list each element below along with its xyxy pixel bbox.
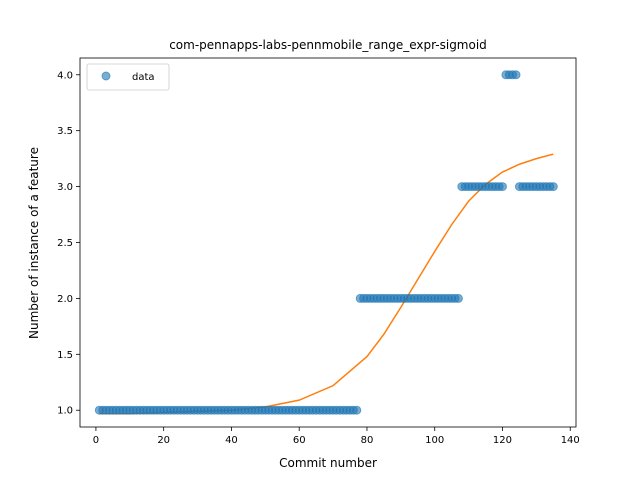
- data-point: [511, 70, 521, 80]
- x-tick-label: 60: [293, 435, 306, 446]
- chart-title: com-pennapps-labs-pennmobile_range_expr-…: [169, 38, 487, 52]
- y-axis-ticks: 1.0 1.5 2.0 2.5 3.0 3.5 4.0: [57, 70, 80, 417]
- plot-area: [80, 58, 576, 427]
- y-tick-label: 1.0: [57, 406, 73, 417]
- x-tick-label: 20: [157, 435, 170, 446]
- y-axis-label: Number of instance of a feature: [27, 147, 41, 339]
- x-axis-ticks: 0 20 40 60 80 100 120 140: [93, 427, 580, 446]
- data-point: [548, 182, 558, 192]
- data-points-layer: [94, 70, 558, 415]
- x-tick-label: 100: [425, 435, 444, 446]
- x-tick-label: 40: [225, 435, 238, 446]
- x-tick-label: 140: [561, 435, 580, 446]
- x-tick-label: 0: [93, 435, 99, 446]
- data-point: [453, 293, 463, 303]
- y-tick-label: 2.0: [57, 294, 73, 305]
- x-tick-label: 80: [361, 435, 374, 446]
- y-tick-label: 3.5: [57, 126, 73, 137]
- y-tick-label: 2.5: [57, 238, 73, 249]
- x-tick-label: 120: [493, 435, 512, 446]
- y-tick-label: 3.0: [57, 182, 73, 193]
- legend-label-data: data: [132, 72, 155, 83]
- data-point: [497, 182, 507, 192]
- legend-marker: [101, 71, 111, 81]
- y-tick-label: 4.0: [57, 70, 73, 81]
- legend-box: [86, 63, 170, 91]
- y-tick-label: 1.5: [57, 350, 73, 361]
- legend: data: [86, 63, 170, 91]
- x-axis-label: Commit number: [279, 456, 377, 470]
- data-point: [352, 405, 362, 415]
